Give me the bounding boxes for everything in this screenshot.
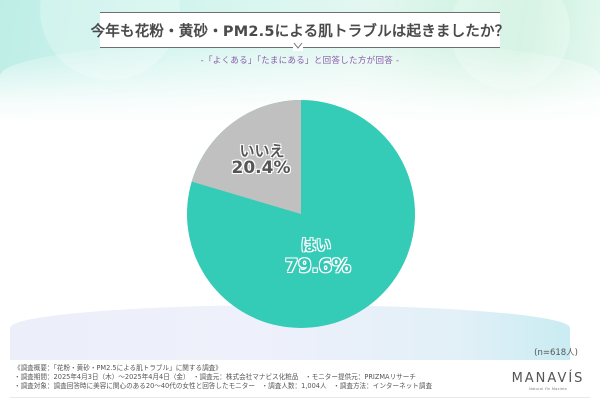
brand-logo-tagline: Natural Yin Maxima [529, 387, 567, 391]
brand-logo-name: MANAVÍS [511, 371, 585, 386]
chart-subtitle: -「よくある」「たまにある」と回答した方が回答 - [200, 56, 400, 66]
pie-chart [186, 98, 416, 330]
slice-value-yes: 79.6% [285, 255, 351, 277]
slice-label-no: いいえ [239, 142, 285, 160]
sample-size: (n=618人) [534, 348, 578, 358]
survey-note-line: ・調査対象：調査回答時に美容に関心のある20～40代の女性と回答したモニター ・… [14, 382, 433, 390]
chevron-down-icon [293, 41, 303, 51]
chart-title: 今年も花粉・黄砂・PM2.5による肌トラブルは起きましたか？ [90, 23, 510, 40]
brand-logo: MANAVÍS Natural Yin Maxima [508, 371, 588, 391]
pie-slice-no [191, 100, 301, 214]
survey-note-line: ・調査期間：2025年4月3日（木）～2025年4月4日（金） ・調査元：株式会… [14, 373, 416, 381]
footer-divider [10, 397, 590, 398]
survey-note-line: 《調査概要：「花粉・黄砂・PM2.5による肌トラブル」に関する調査》 [14, 364, 222, 372]
slice-label-yes: はい [300, 236, 331, 254]
slice-value-no: 20.4% [231, 158, 291, 178]
survey-notes: 《調査概要：「花粉・黄砂・PM2.5による肌トラブル」に関する調査》 ・調査期間… [14, 364, 514, 391]
footer-background [0, 360, 600, 400]
